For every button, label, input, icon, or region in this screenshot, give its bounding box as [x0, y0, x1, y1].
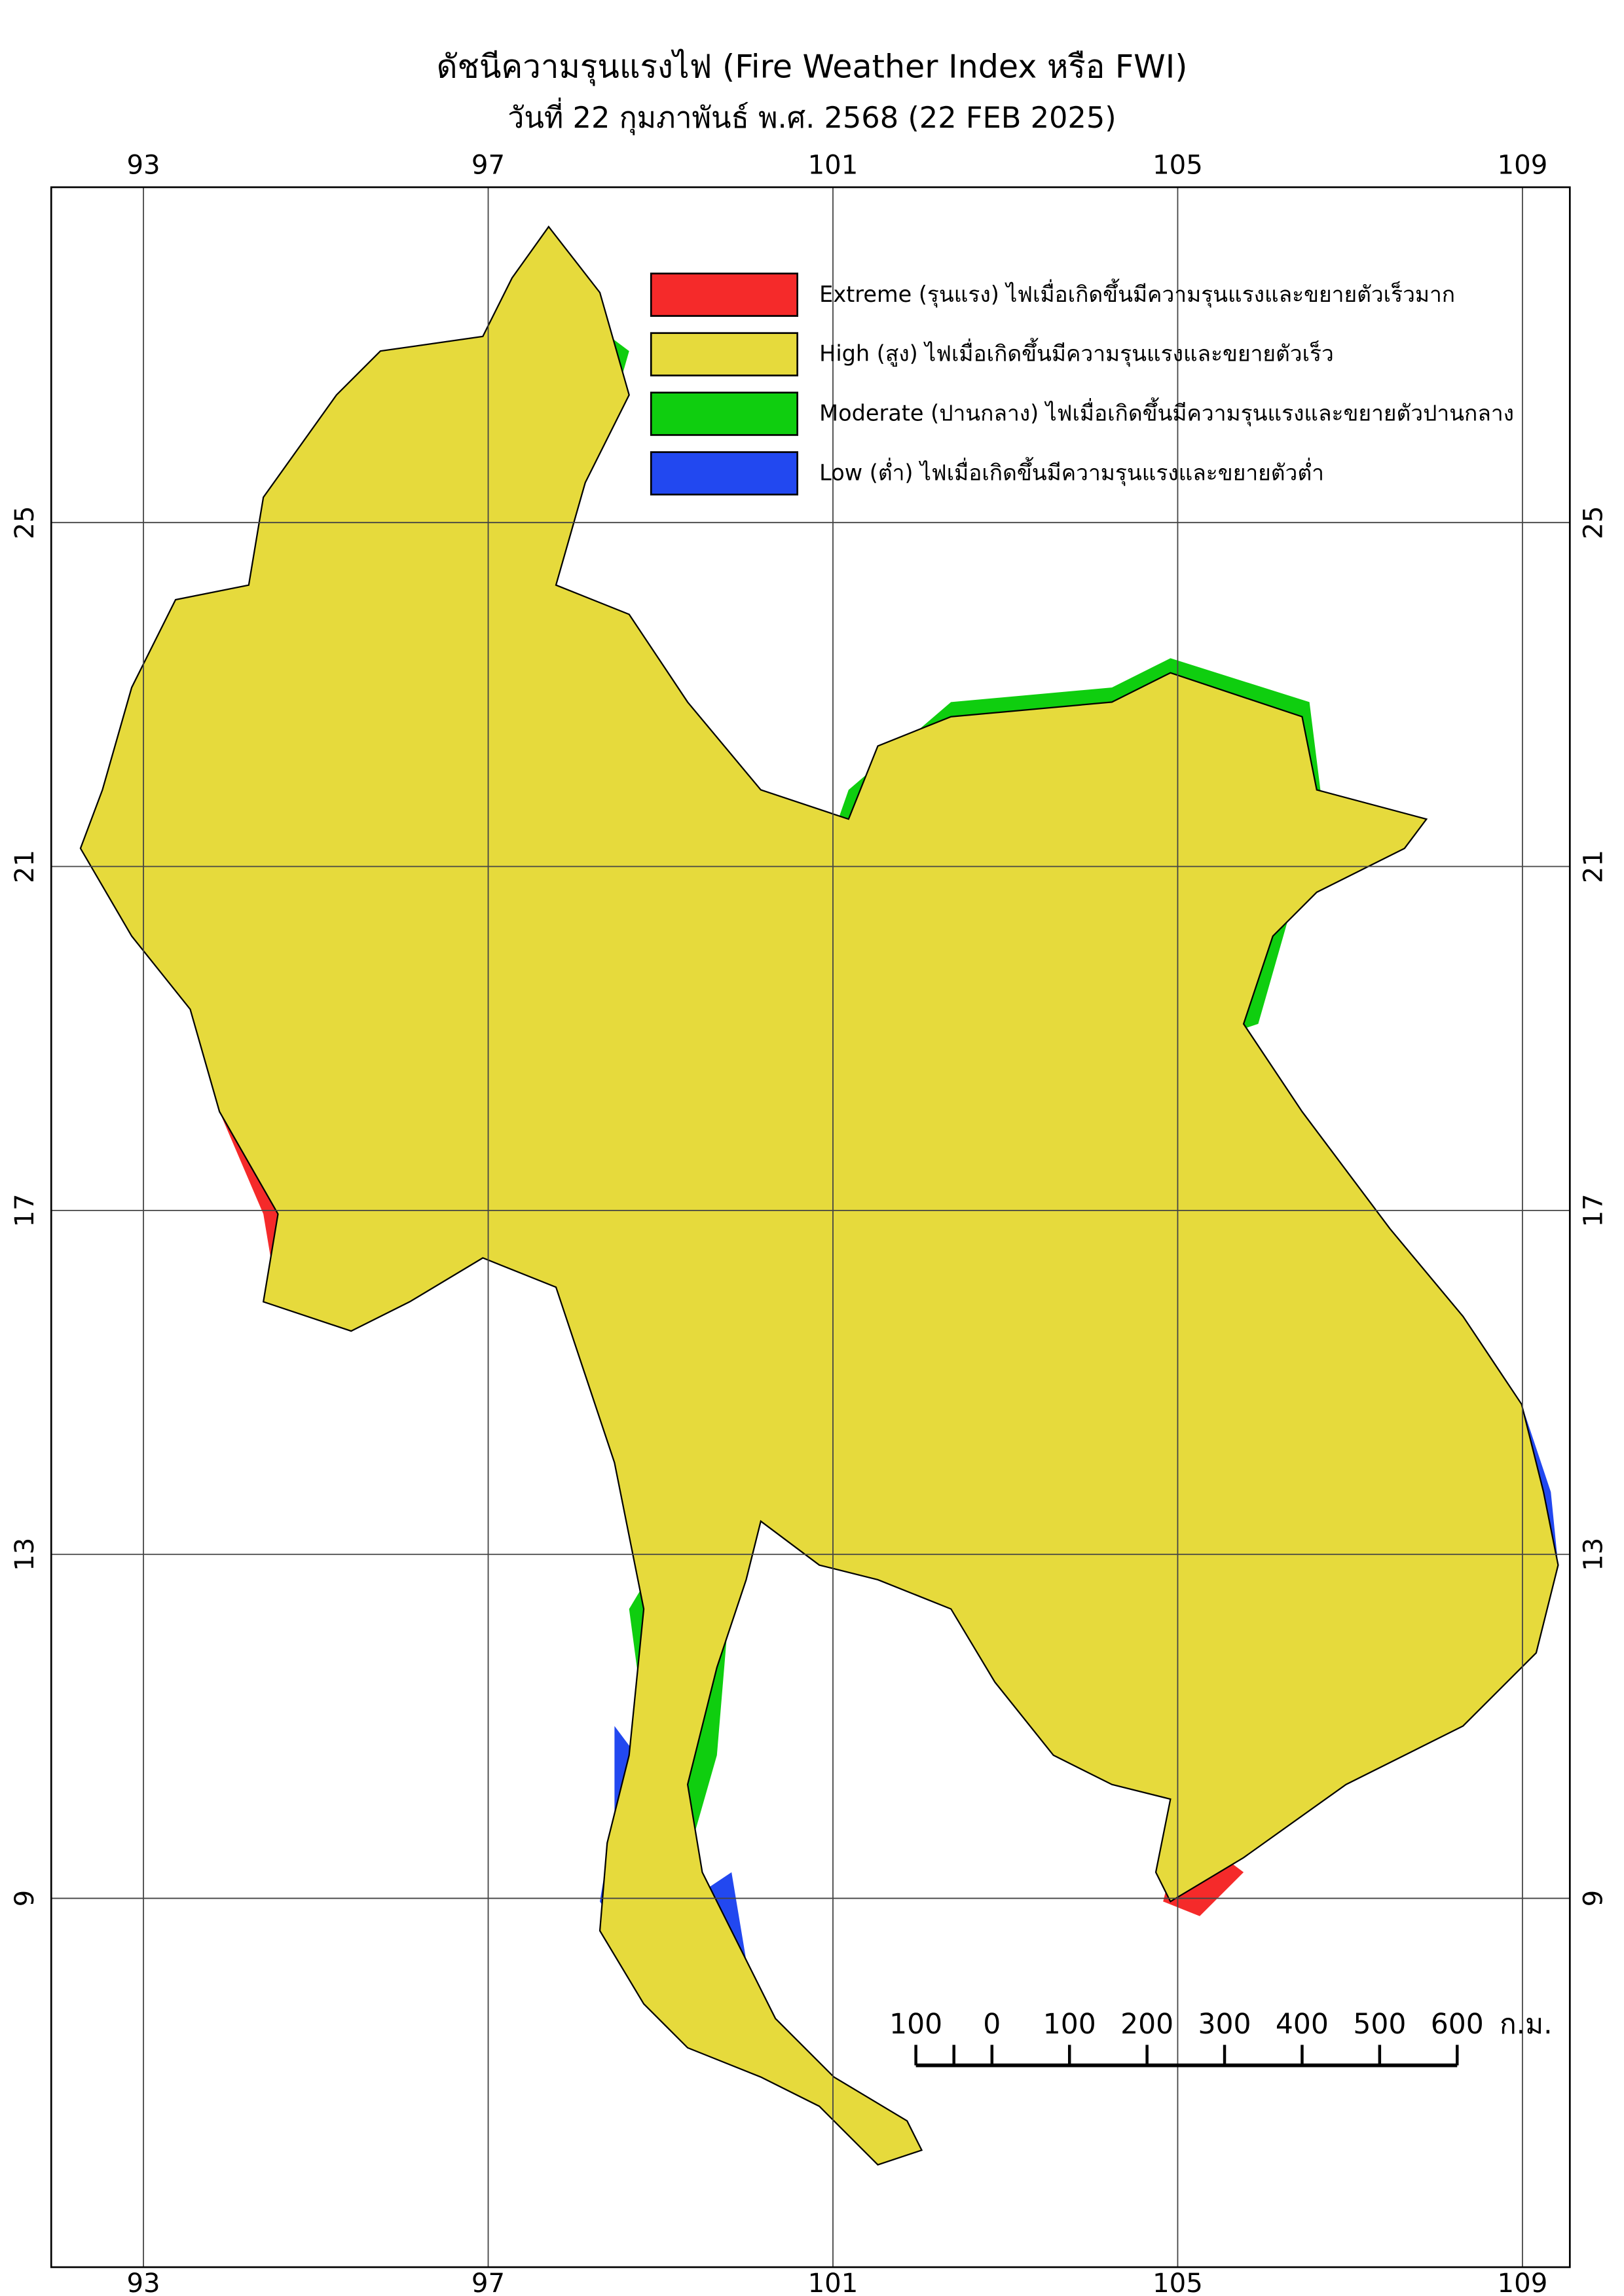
scale-label: 100: [889, 2009, 942, 2041]
legend-swatch: [650, 451, 798, 496]
map-title: ดัชนีความรุนแรงไฟ (Fire Weather Index หร…: [437, 48, 1188, 86]
legend-swatch: [650, 392, 798, 436]
legend-label: Low (ต่ำ) ไฟเมื่อเกิดขึ้นมีความรุนแรงและ…: [819, 457, 1324, 486]
map-frame: [50, 186, 1571, 2269]
scale-label: 200: [1120, 2009, 1173, 2041]
lon-label-top: 97: [471, 151, 505, 181]
lat-label-left: 21: [10, 850, 40, 883]
lon-label-top: 101: [808, 151, 858, 181]
lon-label-bottom: 109: [1498, 2269, 1548, 2296]
scale-label: 0: [983, 2009, 1001, 2041]
lat-label-right: 21: [1578, 850, 1608, 883]
scale-unit: ก.ม.: [1500, 2009, 1553, 2041]
grid: [51, 187, 1570, 2267]
lat-label-left: 17: [10, 1194, 40, 1227]
lon-label-bottom: 97: [471, 2269, 505, 2296]
legend-swatch: [650, 272, 798, 317]
lat-label-left: 13: [10, 1538, 40, 1571]
lat-label-left: 9: [10, 1890, 40, 1907]
lon-label-bottom: 101: [808, 2269, 858, 2296]
map-subtitle: วันที่ 22 กุมภาพันธ์ พ.ศ. 2568 (22 FEB 2…: [507, 98, 1116, 136]
lat-label-right: 13: [1578, 1538, 1608, 1571]
lat-label-right: 25: [1578, 506, 1608, 539]
coordinate-labels: 93 93 97 97 101 101 105 105 109 109 25 25 21 21 17 17 13…: [10, 151, 1608, 2296]
scale-label: 100: [1043, 2009, 1096, 2041]
scale-label: 600: [1431, 2009, 1484, 2041]
lon-label-top: 93: [126, 151, 160, 181]
lon-label-bottom: 105: [1153, 2269, 1203, 2296]
scale-label: 400: [1276, 2009, 1329, 2041]
legend-swatch: [650, 332, 798, 376]
scale-label: 300: [1198, 2009, 1251, 2041]
lat-label-right: 9: [1578, 1890, 1608, 1907]
lon-label-top: 109: [1498, 151, 1548, 181]
lon-label-top: 105: [1153, 151, 1203, 181]
lat-label-right: 17: [1578, 1194, 1608, 1227]
map-area: [51, 187, 1570, 2267]
lon-label-bottom: 93: [126, 2269, 160, 2296]
coastline: [79, 226, 1559, 2166]
scale-bar: 100 0 100 200 300 400 500 600 ก.ม.: [889, 2009, 1553, 2068]
legend-label: Moderate (ปานกลาง) ไฟเมื่อเกิดขึ้นมีความ…: [819, 397, 1514, 427]
legend-label: Extreme (รุนแรง) ไฟเมื่อเกิดขึ้นมีความรุ…: [819, 278, 1455, 308]
legend: Extreme (รุนแรง) ไฟเมื่อเกิดขึ้นมีความรุ…: [650, 272, 1514, 496]
lat-label-left: 25: [10, 506, 40, 539]
legend-label: High (สูง) ไฟเมื่อเกิดขึ้นมีความรุนแรงแล…: [819, 338, 1334, 367]
scale-label: 500: [1353, 2009, 1406, 2041]
